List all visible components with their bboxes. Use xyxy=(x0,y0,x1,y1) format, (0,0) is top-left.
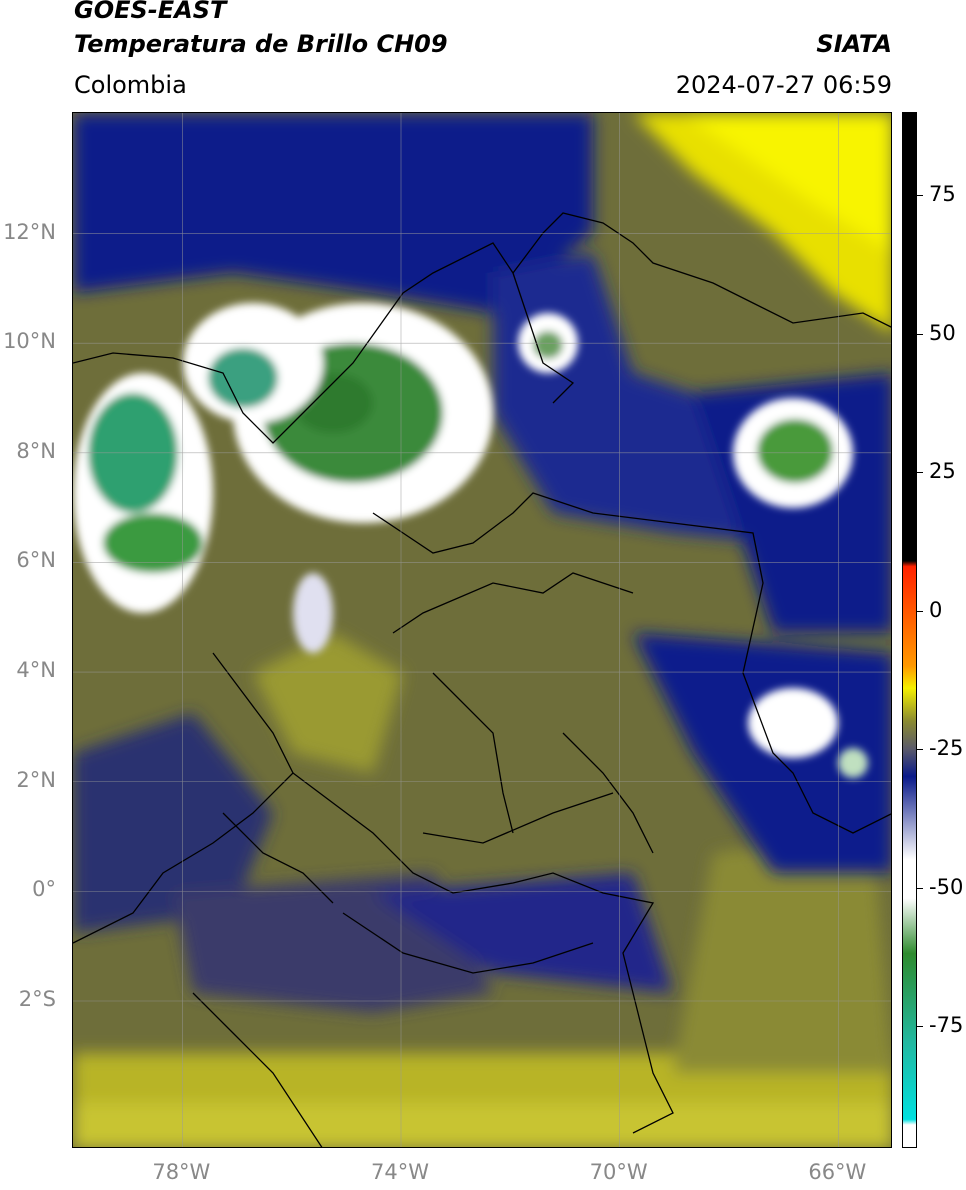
lat-tick-label: 0° xyxy=(32,877,56,902)
colorbar-tick-mark xyxy=(917,195,923,197)
cold-areas xyxy=(73,113,891,1013)
convective-clouds xyxy=(73,303,868,778)
satellite-title: GOES-EAST xyxy=(74,0,227,24)
colorbar-tick-label: -50 xyxy=(929,874,964,899)
lat-tick-label: 6°N xyxy=(16,548,56,573)
lon-tick-label: 74°W xyxy=(371,1160,429,1184)
lon-tick-label: 70°W xyxy=(589,1160,648,1184)
region-label: Colombia xyxy=(74,71,187,99)
colorbar-tick-mark xyxy=(917,333,923,335)
colorbar-tick-label: 25 xyxy=(929,459,956,484)
map-panel[interactable] xyxy=(72,112,892,1148)
colorbar xyxy=(902,112,917,1148)
colorbar-tick-label: 0 xyxy=(929,597,943,622)
colorbar-tick-label: -75 xyxy=(929,1013,964,1038)
lat-tick-label: 4°N xyxy=(16,658,56,683)
graticule xyxy=(73,113,891,1147)
colorbar-tick-mark xyxy=(917,1026,923,1028)
warm-areas xyxy=(73,113,891,1147)
colorbar-tick-label: 50 xyxy=(929,320,956,345)
lat-tick-label: 10°N xyxy=(3,329,56,354)
lat-tick-label: 8°N xyxy=(16,438,56,463)
product-title: Temperatura de Brillo CH09 xyxy=(74,30,448,58)
lon-tick-label: 66°W xyxy=(808,1160,867,1184)
datetime-label: 2024-07-27 06:59 xyxy=(675,71,892,99)
country-borders xyxy=(73,212,891,1147)
lat-tick-label: 2°N xyxy=(16,767,56,792)
colorbar-tick-label: -25 xyxy=(929,736,964,761)
lat-tick-label: 2°S xyxy=(18,987,56,1011)
organization-label: SIATA xyxy=(816,30,892,58)
colorbar-tick-mark xyxy=(917,887,923,889)
colorbar-tick-mark xyxy=(917,472,923,474)
colorbar-tick-mark xyxy=(917,610,923,612)
brightness-temperature-map xyxy=(73,113,891,1147)
lat-tick-label: 12°N xyxy=(3,219,56,244)
colorbar-tick-mark xyxy=(917,749,923,751)
colorbar-tick-label: 75 xyxy=(929,182,956,207)
lon-tick-label: 78°W xyxy=(152,1160,211,1184)
